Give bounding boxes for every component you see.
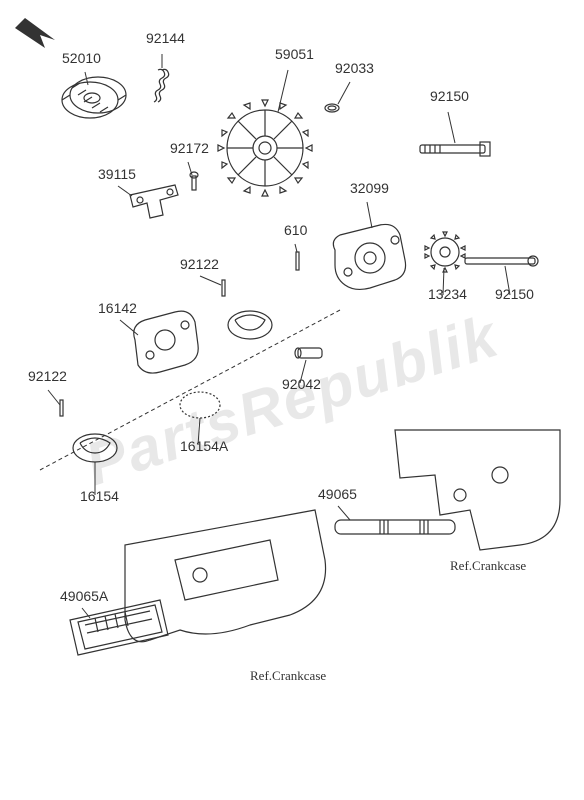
ref-crankcase-label-2: Ref.Crankcase	[250, 668, 326, 684]
label-92033: 92033	[335, 60, 374, 76]
part-92150-bottom	[465, 256, 538, 266]
label-49065a: 49065A	[60, 588, 108, 604]
part-16154	[73, 434, 117, 462]
part-39115	[130, 185, 178, 218]
part-49065	[335, 520, 455, 534]
part-92172	[190, 172, 198, 190]
label-610: 610	[284, 222, 307, 238]
label-92144: 92144	[146, 30, 185, 46]
part-92033	[325, 104, 339, 112]
part-49065a	[70, 600, 168, 655]
label-39115: 39115	[98, 166, 136, 182]
label-92042: 92042	[282, 376, 321, 392]
label-13234: 13234	[428, 286, 467, 302]
part-92042	[295, 348, 322, 358]
part-13234	[425, 232, 465, 272]
part-rotor-1	[228, 311, 272, 339]
label-52010: 52010	[62, 50, 101, 66]
label-32099: 32099	[350, 180, 389, 196]
label-92150-top: 92150	[430, 88, 469, 104]
ref-crankcase-left	[125, 510, 326, 642]
label-92172: 92172	[170, 140, 209, 156]
label-92122-lower: 92122	[28, 368, 67, 384]
part-59051	[218, 100, 312, 196]
part-92150-top	[420, 142, 490, 156]
label-16154a: 16154A	[180, 438, 228, 454]
part-16142	[134, 311, 198, 373]
part-92122-lower	[60, 400, 63, 416]
label-92150-bottom: 92150	[495, 286, 534, 302]
nav-arrow-icon	[15, 18, 55, 48]
part-52010	[62, 77, 126, 118]
part-32099	[333, 224, 405, 289]
label-49065: 49065	[318, 486, 357, 502]
label-92122-upper: 92122	[180, 256, 219, 272]
label-16154: 16154	[80, 488, 119, 504]
part-92144	[154, 69, 169, 102]
part-92122-upper	[222, 280, 225, 296]
diagram-container: PartsRepublik	[0, 0, 584, 800]
label-59051: 59051	[275, 46, 314, 62]
part-16154a	[180, 392, 220, 418]
ref-crankcase-label-1: Ref.Crankcase	[450, 558, 526, 574]
part-610	[296, 252, 299, 270]
label-16142: 16142	[98, 300, 137, 316]
